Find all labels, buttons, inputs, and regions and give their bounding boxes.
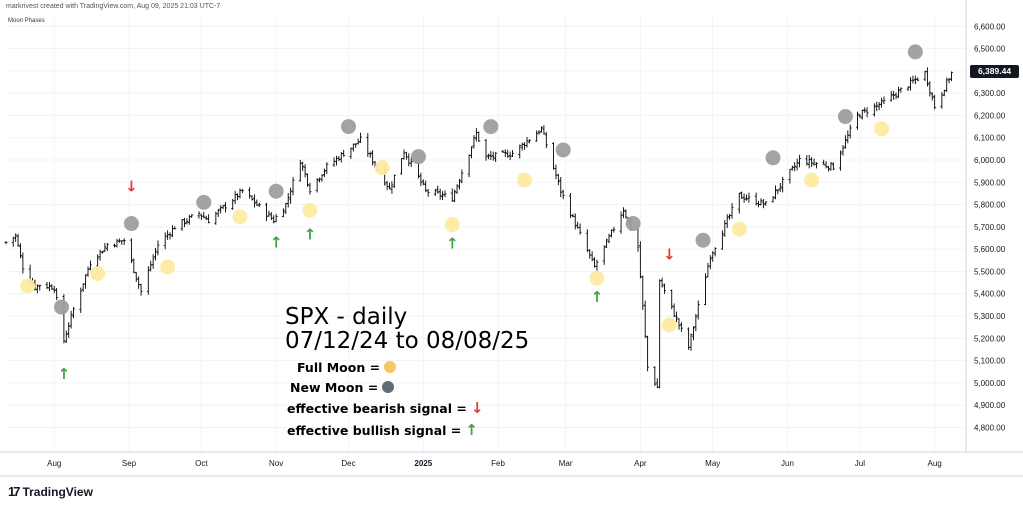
new-moon-marker	[907, 44, 923, 60]
y-tick-label: 6,500.00	[974, 45, 1006, 54]
legend-new-moon-label: New Moon =	[290, 380, 379, 395]
y-tick-label: 5,300.00	[974, 312, 1006, 321]
y-tick-label: 5,400.00	[974, 290, 1006, 299]
x-tick-label: Mar	[559, 459, 573, 468]
full-moon-marker	[874, 121, 890, 137]
full-moon-marker	[160, 259, 176, 275]
y-tick-label: 6,200.00	[974, 111, 1006, 120]
new-moon-marker	[53, 299, 69, 315]
signal-arrows: ↑ ↑ ↑ ↑ ↑ ↓ ↓	[58, 178, 676, 383]
y-tick-label: 6,100.00	[974, 134, 1006, 143]
x-tick-label: Oct	[195, 459, 208, 468]
legend-full-moon: Full Moon =	[297, 360, 397, 375]
bullish-arrow-icon: ↑	[58, 365, 71, 383]
chart-credit: markrivest created with TradingView.com,…	[6, 3, 221, 10]
last-price-tag: 6,389.44	[970, 65, 1019, 78]
y-tick-label: 5,600.00	[974, 245, 1006, 254]
x-tick-label: Aug	[47, 459, 61, 468]
y-tick-label: 5,100.00	[974, 357, 1006, 366]
x-tick-label: Jun	[781, 459, 794, 468]
bearish-arrow-icon: ↓	[125, 178, 138, 196]
y-tick-label: 6,600.00	[974, 22, 1006, 31]
full-moon-marker	[589, 270, 605, 286]
legend-new-moon: New Moon =	[290, 380, 395, 395]
x-tick-label: Apr	[634, 459, 647, 468]
y-tick-label: 4,800.00	[974, 423, 1006, 432]
bullish-arrow-icon: ↑	[304, 226, 317, 244]
moon-markers	[20, 44, 923, 333]
new-moon-marker	[196, 194, 212, 210]
legend-bullish: effective bullish signal = ↑	[287, 421, 478, 439]
x-tick-label: May	[705, 459, 720, 468]
full-moon-marker	[20, 278, 36, 294]
annotation-line-2: 07/12/24 to 08/08/25	[285, 328, 530, 354]
new-moon-marker	[695, 232, 711, 248]
legend-bearish: effective bearish signal = ↓	[287, 399, 483, 417]
legend-bullish-label: effective bullish signal =	[287, 423, 462, 438]
full-moon-marker	[804, 172, 820, 188]
y-tick-label: 5,900.00	[974, 178, 1006, 187]
new-moon-swatch-icon	[382, 381, 395, 393]
bearish-arrow-icon: ↓	[663, 246, 676, 264]
x-tick-label: Dec	[341, 459, 355, 468]
down-arrow-icon: ↓	[470, 399, 484, 417]
new-moon-marker	[341, 119, 357, 135]
full-moon-marker	[517, 172, 533, 188]
y-tick-label: 5,500.00	[974, 267, 1006, 276]
x-tick-label: Nov	[269, 459, 283, 468]
x-tick-label: Jul	[855, 459, 865, 468]
new-moon-marker	[123, 216, 139, 232]
y-tick-label: 6,300.00	[974, 89, 1006, 98]
x-tick-label: Sep	[122, 459, 137, 468]
tradingview-logo[interactable]: 17 TradingView	[8, 484, 93, 499]
chart-annotation: SPX - daily 07/12/24 to 08/08/25	[285, 305, 529, 353]
bullish-arrow-icon: ↑	[270, 233, 283, 251]
full-moon-marker	[444, 217, 460, 233]
y-tick-label: 5,800.00	[974, 201, 1006, 210]
ohlc-bars	[4, 67, 954, 389]
chart-grid	[6, 14, 966, 452]
y-tick-label: 5,000.00	[974, 379, 1006, 388]
new-moon-marker	[555, 142, 571, 158]
x-tick-label: Aug	[928, 459, 942, 468]
legend-bearish-label: effective bearish signal =	[287, 401, 467, 416]
chart-axes: 4,800.00 4,900.00 5,000.00 5,100.00 5,200.00…	[0, 0, 1023, 477]
x-tick-label: Feb	[491, 459, 505, 468]
new-moon-marker	[625, 216, 641, 232]
full-moon-marker	[302, 202, 318, 218]
y-tick-label: 6,000.00	[974, 156, 1006, 165]
full-moon-marker	[731, 221, 747, 237]
y-tick-label: 5,200.00	[974, 334, 1006, 343]
tradingview-icon: 17	[8, 484, 21, 499]
up-arrow-icon: ↑	[465, 421, 478, 439]
full-moon-marker	[232, 209, 248, 225]
indicator-label: Moon Phases	[8, 18, 45, 24]
annotation-line-1: SPX - daily	[285, 304, 408, 330]
legend-full-moon-label: Full Moon =	[297, 360, 381, 375]
full-moon-marker	[661, 317, 677, 333]
y-tick-label: 5,700.00	[974, 223, 1006, 232]
x-tick-label: 2025	[414, 459, 432, 468]
full-moon-marker	[90, 266, 106, 282]
brand-name: TradingView	[22, 484, 93, 499]
full-moon-swatch-icon	[384, 361, 397, 373]
new-moon-marker	[837, 109, 853, 125]
full-moon-marker	[374, 160, 390, 176]
new-moon-marker	[410, 149, 426, 165]
new-moon-marker	[765, 150, 781, 166]
new-moon-marker	[483, 119, 499, 135]
y-tick-label: 4,900.00	[974, 401, 1006, 410]
new-moon-marker	[268, 183, 284, 199]
bullish-arrow-icon: ↑	[446, 235, 459, 253]
bullish-arrow-icon: ↑	[591, 288, 604, 306]
